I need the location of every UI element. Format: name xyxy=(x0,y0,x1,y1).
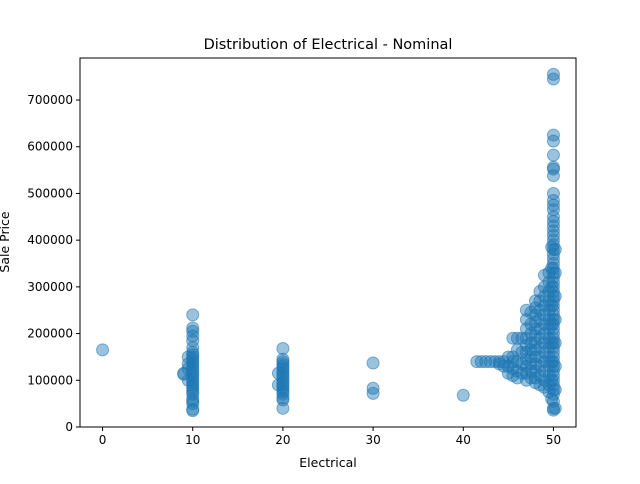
chart-title: Distribution of Electrical - Nominal xyxy=(204,37,453,53)
data-point xyxy=(276,342,290,356)
data-point xyxy=(366,356,380,370)
x-tick-label: 50 xyxy=(546,433,561,447)
data-point xyxy=(546,169,560,183)
data-point xyxy=(548,289,562,303)
data-point xyxy=(506,331,520,345)
data-point xyxy=(546,210,560,224)
data-point xyxy=(186,387,200,401)
x-tick-label: 40 xyxy=(456,433,471,447)
data-point xyxy=(546,67,560,81)
y-axis-ticks: 0 100000 200000 300000 400000 500000 600000 700… xyxy=(27,93,80,434)
data-point xyxy=(474,355,488,369)
data-point xyxy=(524,350,538,364)
y-tick-label: 600000 xyxy=(27,140,73,154)
x-tick-label: 30 xyxy=(365,433,380,447)
data-point xyxy=(546,72,560,86)
y-tick-label: 0 xyxy=(65,420,73,434)
x-tick-label: 20 xyxy=(275,433,290,447)
data-point xyxy=(186,324,200,338)
data-point xyxy=(546,224,560,238)
data-point xyxy=(546,134,560,148)
data-point xyxy=(470,355,484,369)
data-point xyxy=(546,214,560,228)
y-tick-label: 100000 xyxy=(27,373,73,387)
data-point xyxy=(546,148,560,162)
data-point xyxy=(545,240,559,254)
y-tick-label: 400000 xyxy=(27,233,73,247)
x-axis-ticks: 0 10 20 30 40 50 xyxy=(99,427,561,447)
data-point xyxy=(96,343,110,357)
data-point xyxy=(366,386,380,400)
data-point xyxy=(479,355,493,369)
data-point xyxy=(548,401,562,415)
plot-frame xyxy=(79,57,577,428)
data-point xyxy=(186,404,200,418)
x-axis-label: Electrical xyxy=(299,455,356,470)
y-axis-label: Sale Price xyxy=(0,211,12,273)
data-points xyxy=(96,67,562,418)
y-tick-label: 700000 xyxy=(27,93,73,107)
data-point xyxy=(548,266,562,280)
data-point xyxy=(276,401,290,415)
data-point xyxy=(545,336,559,350)
y-tick-label: 200000 xyxy=(27,327,73,341)
data-point xyxy=(546,162,560,176)
data-point xyxy=(546,219,560,233)
data-point xyxy=(546,403,560,417)
data-point xyxy=(548,359,562,373)
y-tick-label: 500000 xyxy=(27,186,73,200)
y-tick-label: 300000 xyxy=(27,280,73,294)
data-point xyxy=(456,388,470,402)
data-point xyxy=(186,308,200,322)
data-point xyxy=(546,193,560,207)
data-point xyxy=(548,243,562,257)
data-point xyxy=(548,383,562,397)
data-point xyxy=(548,313,562,327)
data-point xyxy=(366,381,380,395)
data-point xyxy=(548,336,562,350)
x-tick-label: 0 xyxy=(99,433,107,447)
x-tick-label: 10 xyxy=(185,433,200,447)
